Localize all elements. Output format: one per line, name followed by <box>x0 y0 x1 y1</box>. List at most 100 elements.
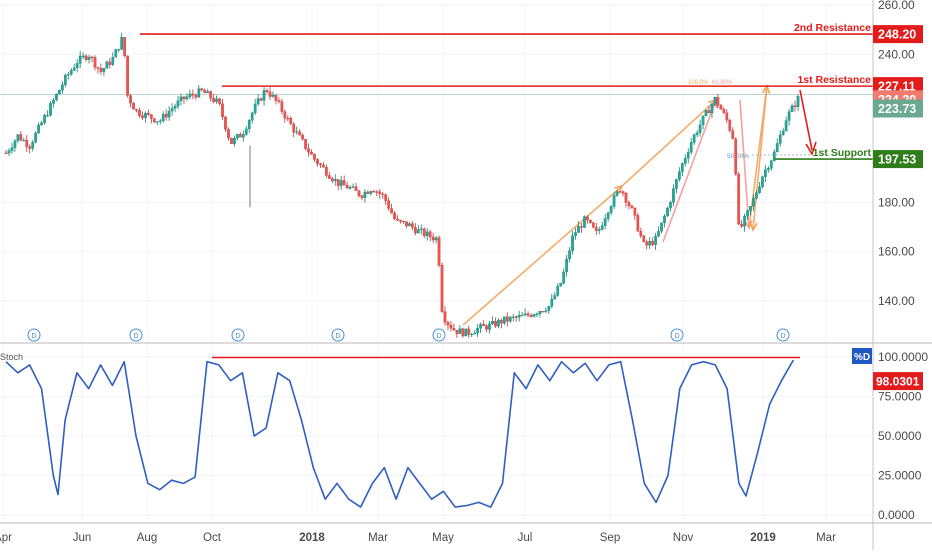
candle-body[interactable] <box>645 241 649 246</box>
candle-body[interactable] <box>642 235 646 242</box>
candle-body[interactable] <box>325 166 328 176</box>
time-tick-label[interactable]: Oct <box>203 532 222 544</box>
candle-body[interactable] <box>123 37 127 57</box>
time-tick-label[interactable]: Mar <box>816 532 836 544</box>
candle-body[interactable] <box>319 163 322 165</box>
candle-body[interactable] <box>194 95 198 98</box>
candle-body[interactable] <box>215 98 218 102</box>
candle-body[interactable] <box>571 235 574 251</box>
candle-body[interactable] <box>93 57 97 68</box>
candle-body[interactable] <box>523 313 527 316</box>
stoch-axis-labels[interactable]: 100.0000 75.0000 50.0000 25.0000 0.0000 <box>878 350 928 522</box>
candle-body[interactable] <box>283 111 287 119</box>
candle-body[interactable] <box>4 152 8 154</box>
candle-body[interactable] <box>224 116 227 130</box>
candle-body[interactable] <box>241 134 245 138</box>
candle-body[interactable] <box>141 115 144 118</box>
candle-body[interactable] <box>657 231 660 237</box>
candle-body[interactable] <box>66 74 70 76</box>
candle-body[interactable] <box>155 121 159 123</box>
candle-body[interactable] <box>10 147 14 151</box>
candle-body[interactable] <box>725 112 729 121</box>
candle-body[interactable] <box>132 102 135 110</box>
candle-body[interactable] <box>144 112 147 118</box>
candle-body[interactable] <box>90 56 94 58</box>
candle-body[interactable] <box>775 143 779 153</box>
candle-body[interactable] <box>63 74 67 85</box>
time-tick-label[interactable]: 2019 <box>750 532 776 544</box>
candle-body[interactable] <box>384 194 388 201</box>
candle-body[interactable] <box>351 186 355 188</box>
candle-body[interactable] <box>363 191 367 198</box>
candle-body[interactable] <box>758 186 761 193</box>
candle-body[interactable] <box>594 227 598 231</box>
candle-body[interactable] <box>778 134 782 144</box>
candle-body[interactable] <box>491 321 494 325</box>
candle-body[interactable] <box>716 97 720 106</box>
candle-body[interactable] <box>787 111 791 121</box>
candle-body[interactable] <box>230 137 233 144</box>
candle-body[interactable] <box>307 148 310 153</box>
stoch-line[interactable] <box>5 359 794 508</box>
candle-body[interactable] <box>431 236 435 241</box>
candle-body[interactable] <box>766 168 770 170</box>
candle-body[interactable] <box>633 207 637 216</box>
candle-body[interactable] <box>793 105 797 107</box>
candle-body[interactable] <box>722 109 726 113</box>
time-tick-label[interactable]: Mar <box>368 532 388 544</box>
candle-body[interactable] <box>289 118 293 125</box>
candle-body[interactable] <box>170 108 174 112</box>
candle-body[interactable] <box>75 63 79 68</box>
candle-body[interactable] <box>772 151 776 161</box>
candle-body[interactable] <box>250 112 254 121</box>
candle-body[interactable] <box>443 311 447 323</box>
candle-body[interactable] <box>731 130 735 139</box>
stoch-tick-label[interactable]: 0.0000 <box>878 508 915 522</box>
candle-body[interactable] <box>322 164 325 168</box>
candle-body[interactable] <box>37 124 40 134</box>
candle-body[interactable] <box>72 67 76 71</box>
candle-body[interactable] <box>695 132 699 136</box>
candle-body[interactable] <box>360 195 364 198</box>
candle-body[interactable] <box>313 154 316 160</box>
candle-body[interactable] <box>34 132 38 143</box>
stoch-tick-label[interactable]: 75.0000 <box>878 390 922 404</box>
time-tick-label[interactable]: Jul <box>518 532 533 544</box>
candle-body[interactable] <box>500 319 503 324</box>
time-tick-label[interactable]: Jun <box>73 532 92 544</box>
candle-body[interactable] <box>547 306 551 311</box>
candle-body[interactable] <box>46 115 49 117</box>
price-tick-label[interactable]: 160.00 <box>878 245 915 259</box>
candle-body[interactable] <box>330 178 334 182</box>
candle-body[interactable] <box>559 283 563 287</box>
candle-body[interactable] <box>256 98 260 105</box>
candle-body[interactable] <box>781 130 785 136</box>
candle-body[interactable] <box>589 219 592 223</box>
candle-body[interactable] <box>188 93 192 97</box>
candle-body[interactable] <box>680 163 684 172</box>
candle-body[interactable] <box>271 95 275 97</box>
candle-body[interactable] <box>52 99 55 104</box>
candle-body[interactable] <box>479 324 482 329</box>
candle-body[interactable] <box>40 122 43 126</box>
candle-body[interactable] <box>636 215 640 232</box>
candle-body[interactable] <box>488 323 491 330</box>
candle-body[interactable] <box>704 110 708 116</box>
candle-body[interactable] <box>784 120 788 132</box>
candle-body[interactable] <box>425 231 429 237</box>
candle-body[interactable] <box>621 191 625 194</box>
candle-body[interactable] <box>147 112 150 115</box>
candle-body[interactable] <box>707 110 711 114</box>
candle-body[interactable] <box>464 328 468 337</box>
candle-body[interactable] <box>618 191 622 193</box>
candle-body[interactable] <box>327 175 331 179</box>
candle-body[interactable] <box>301 134 304 140</box>
dividend-marker[interactable] <box>432 328 446 342</box>
candle-body[interactable] <box>470 333 474 336</box>
candle-body[interactable] <box>262 90 266 101</box>
candle-body[interactable] <box>597 229 601 231</box>
dividend-marker[interactable] <box>231 328 245 342</box>
candle-body[interactable] <box>583 216 586 228</box>
price-tick-label[interactable]: 240.00 <box>878 47 915 61</box>
candle-body[interactable] <box>675 179 678 189</box>
